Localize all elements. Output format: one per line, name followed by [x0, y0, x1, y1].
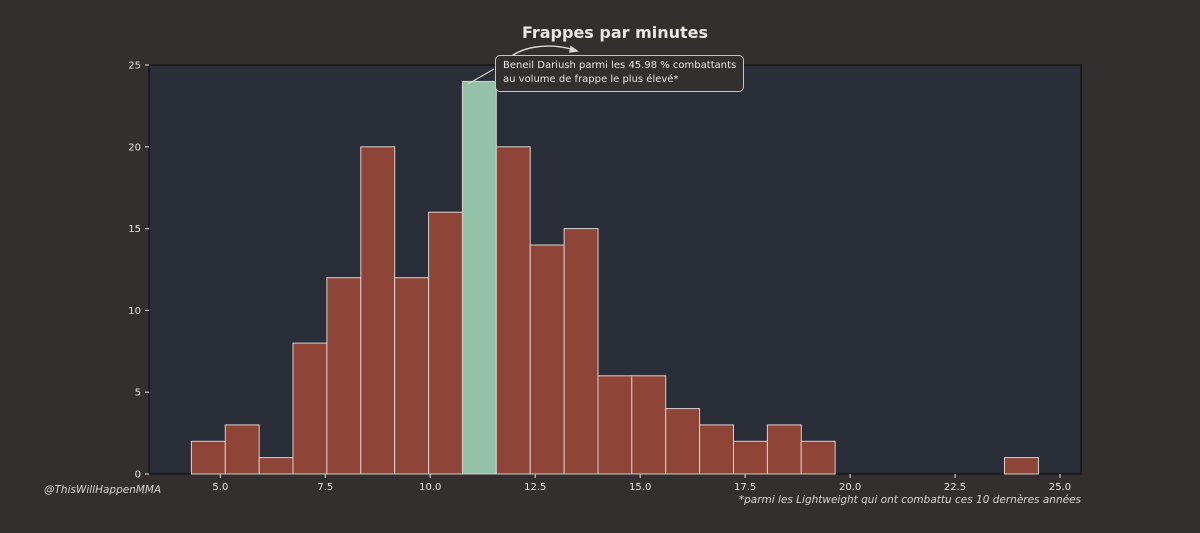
- histogram-bar: [529, 244, 565, 475]
- histogram-bar: [326, 277, 362, 475]
- y-tick-label: 5: [135, 388, 141, 399]
- x-tick-label: 17.5: [734, 482, 756, 493]
- chart-title: Frappes par minutes: [521, 23, 709, 42]
- y-tick-label: 10: [128, 306, 141, 317]
- annotation-arrowhead-icon: [569, 45, 579, 53]
- y-tick-label: 20: [128, 142, 141, 153]
- x-tick-label: 10.0: [419, 482, 441, 493]
- histogram-bar: [766, 424, 802, 475]
- histogram-bar: [292, 342, 328, 475]
- annotation-line-2: au volume de frappe le plus élevé*: [503, 74, 679, 85]
- y-tick-label: 25: [128, 61, 141, 72]
- x-tick-label: 12.5: [524, 482, 546, 493]
- x-tick-label: 25.0: [1049, 482, 1071, 493]
- histogram-bar: [360, 146, 396, 475]
- y-tick-label: 15: [128, 224, 141, 235]
- histogram-bar: [1004, 457, 1039, 475]
- histogram-bar: [394, 277, 430, 475]
- x-tick-label: 5.0: [212, 482, 228, 493]
- histogram-bar: [631, 375, 667, 475]
- histogram-bar: [665, 408, 701, 475]
- annotation-box: Beneil Dariush parmi les 45.98 % combatt…: [495, 55, 745, 92]
- x-tick-label: 7.5: [317, 482, 333, 493]
- x-tick-label: 15.0: [629, 482, 651, 493]
- x-tick-label: 20.0: [839, 482, 861, 493]
- x-tick-label: 22.5: [944, 482, 966, 493]
- histogram-bar: [224, 424, 260, 475]
- histogram-bar: [190, 440, 226, 475]
- annotation-line-1: Beneil Dariush parmi les 45.98 % combatt…: [503, 60, 737, 71]
- histogram-bar: [597, 375, 633, 475]
- histogram-bar: [699, 424, 734, 475]
- watermark: @ThisWillHappenMMA: [44, 484, 162, 496]
- histogram-bar: [258, 457, 294, 475]
- histogram-bar: [428, 211, 464, 475]
- histogram-bar-highlight: [461, 80, 497, 475]
- histogram-bar: [563, 228, 599, 475]
- annotation-connector-line: [467, 68, 495, 85]
- histogram-bar: [733, 440, 768, 475]
- y-tick-label: 0: [135, 470, 141, 481]
- histogram-bar: [495, 146, 531, 475]
- histogram-bar: [800, 440, 836, 475]
- footnote: *parmi les Lightweight qui ont combattu …: [738, 494, 1081, 506]
